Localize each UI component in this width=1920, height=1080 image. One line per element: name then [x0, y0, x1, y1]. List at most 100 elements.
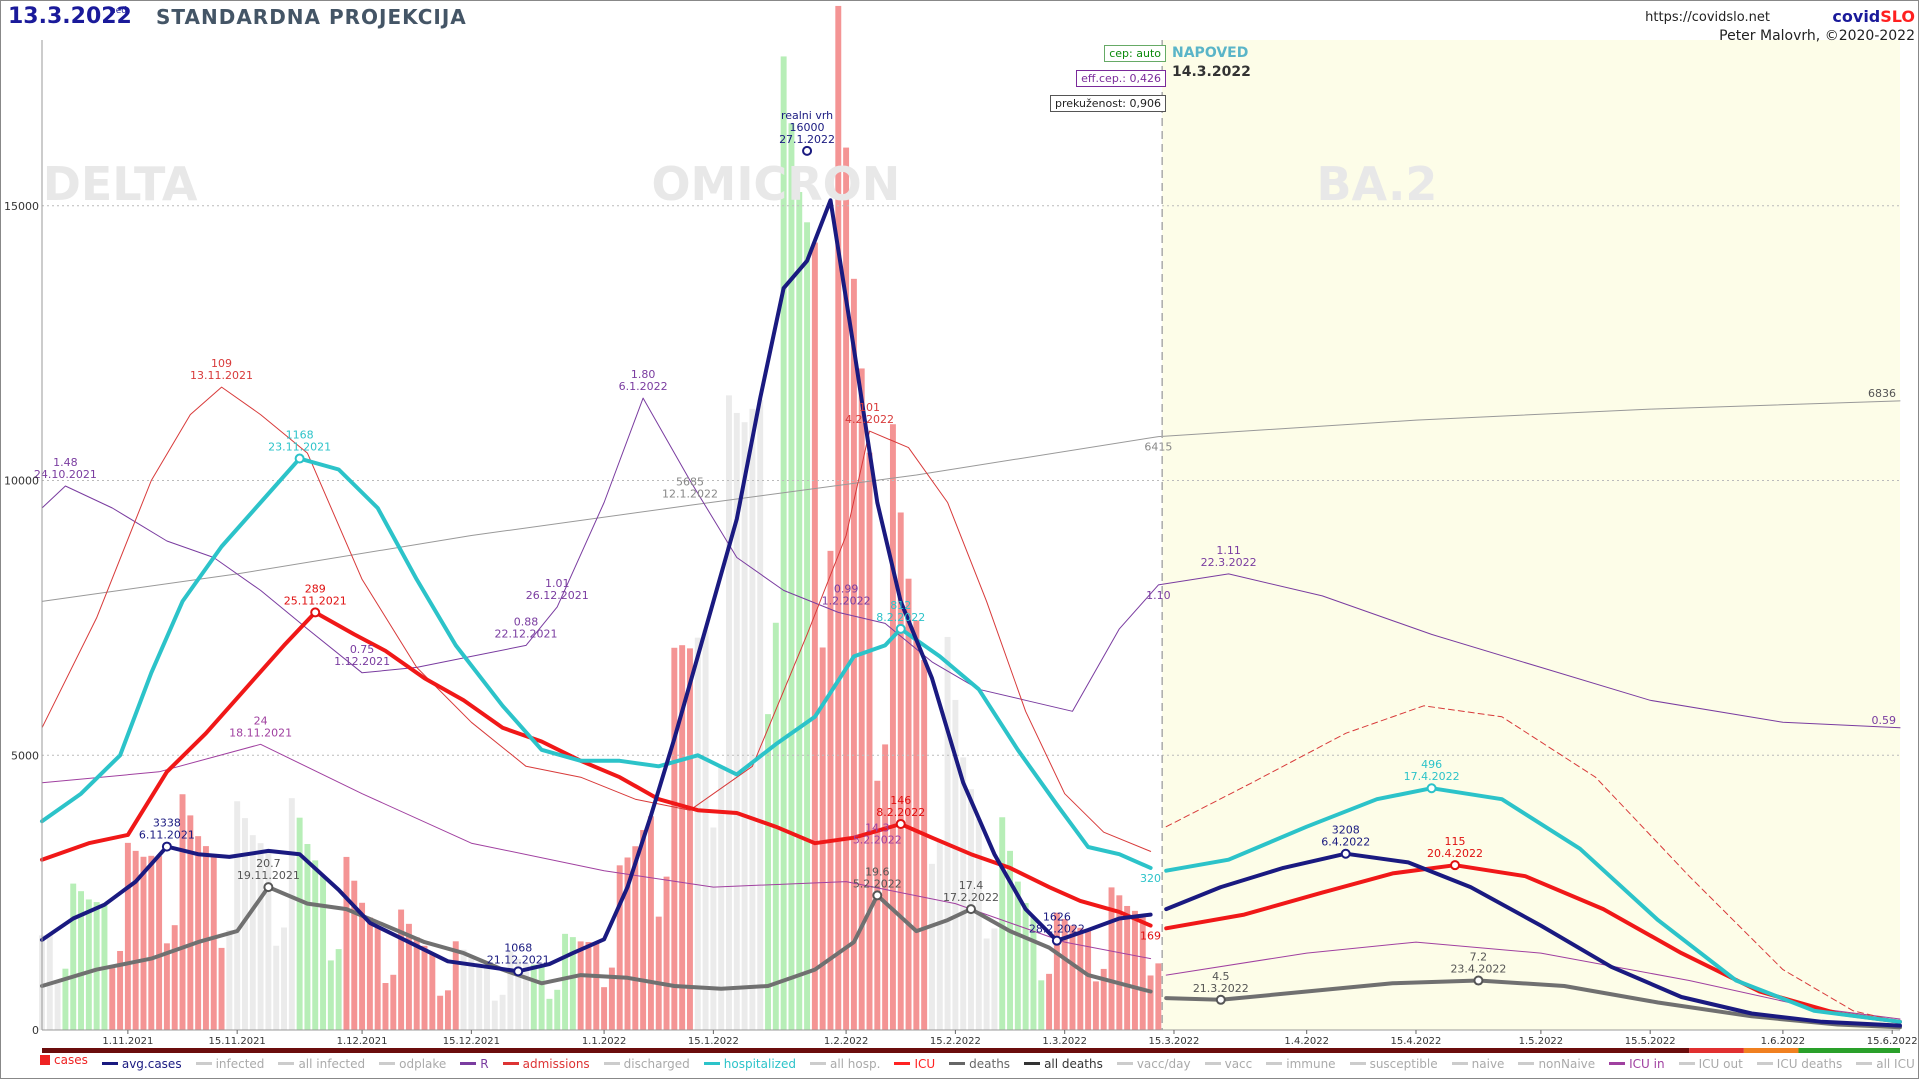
annotation-label: 8.2.2022: [876, 611, 925, 624]
legend-item-cases[interactable]: cases: [40, 1053, 88, 1067]
case-bar: [148, 855, 155, 1030]
annotation-label: 1.12.2021: [334, 655, 390, 668]
case-bar: [804, 222, 811, 1030]
variant-labels: DELTA OMICRON BA.2: [43, 157, 1438, 211]
case-bar: [1007, 850, 1014, 1030]
case-bar: [273, 945, 280, 1030]
annotation-label: 6.11.2021: [139, 829, 195, 842]
legend-label: admissions: [522, 1056, 590, 1071]
annotation-label: 17.4: [959, 879, 984, 892]
case-bar: [335, 949, 342, 1030]
legend-item-allicu[interactable]: all ICU: [1856, 1057, 1915, 1071]
legend-swatch: [278, 1062, 295, 1065]
x-tick-label: 15.1.2022: [688, 1036, 739, 1047]
legend-item-infected[interactable]: infected: [195, 1056, 265, 1071]
annotation-label: 1068: [504, 941, 532, 954]
case-bar: [647, 816, 654, 1030]
annotation-label: 4.2.2022: [845, 413, 894, 426]
annotation-label: 812: [890, 599, 911, 612]
case-bar: [265, 851, 272, 1030]
legend-swatch: [1349, 1062, 1366, 1065]
legend-item-avg[interactable]: avg.cases: [101, 1056, 182, 1071]
legend-label: ICU in: [1629, 1056, 1665, 1071]
annotation-label: 5685: [676, 475, 704, 488]
x-tick-label: 1.4.2022: [1284, 1036, 1329, 1047]
legend-label: vacc/day: [1136, 1056, 1191, 1071]
legend-item-nonnaive[interactable]: nonNaive: [1518, 1057, 1595, 1071]
site-url-link[interactable]: https://covidslo.net: [1645, 10, 1770, 25]
case-bar: [124, 842, 131, 1030]
case-bar: [655, 916, 662, 1030]
legend-item-deaths[interactable]: deaths: [949, 1057, 1010, 1071]
legend-label: naive: [1471, 1056, 1505, 1071]
case-bar: [905, 578, 912, 1030]
legend-item-vaccday[interactable]: vacc/day: [1116, 1056, 1191, 1071]
legend-swatch: [101, 1062, 118, 1065]
case-bar: [132, 850, 139, 1030]
legend-item-allhosp[interactable]: all hosp.: [809, 1057, 880, 1071]
annotation-marker: [513, 966, 524, 977]
legend-swatch: [894, 1062, 911, 1065]
case-bar: [1100, 968, 1107, 1030]
case-bar: [1077, 927, 1084, 1030]
case-bar: [796, 192, 803, 1030]
forecast-label: NAPOVED: [1172, 45, 1249, 61]
case-bar: [1131, 910, 1138, 1030]
case-bar: [640, 829, 647, 1030]
annotation-label: 6.4.2022: [1321, 836, 1370, 849]
case-bar: [398, 909, 405, 1030]
legend-item-hosp[interactable]: hospitalized: [703, 1057, 796, 1071]
legend-item-adm[interactable]: admissions: [502, 1056, 590, 1071]
legend-item-icuout[interactable]: ICU out: [1678, 1057, 1743, 1071]
legend-item-odplake[interactable]: odplake: [379, 1057, 446, 1071]
x-tick-label: 1.5.2022: [1519, 1036, 1564, 1047]
annotation-label: 1.10: [1146, 589, 1171, 602]
effective-vaccination-box: eff.cep.: 0,426: [1076, 70, 1166, 87]
case-bar: [281, 927, 287, 1030]
legend-item-R[interactable]: R: [460, 1057, 489, 1071]
x-tick-label: 15.11.2021: [209, 1036, 266, 1047]
legend-item-icuin[interactable]: ICU in: [1609, 1056, 1665, 1071]
forecast-date: 14.3.2022: [1172, 64, 1251, 80]
x-tick-label: 1.12.2021: [337, 1036, 388, 1047]
case-bar: [601, 987, 608, 1030]
legend-item-icudeaths[interactable]: ICU deaths: [1756, 1056, 1843, 1071]
case-bar: [54, 982, 61, 1030]
case-bar: [889, 424, 896, 1030]
annotation-label: 21.3.2022: [1193, 982, 1249, 995]
legend-label: avg.cases: [121, 1056, 182, 1071]
legend-item-dis[interactable]: discharged: [603, 1057, 690, 1071]
legend-item-vacc[interactable]: vacc: [1204, 1057, 1252, 1071]
case-bar: [1092, 981, 1099, 1030]
legend-item-susc[interactable]: susceptible: [1349, 1057, 1438, 1071]
annotation-marker: [294, 453, 305, 464]
legend-item-icu[interactable]: ICU: [894, 1057, 935, 1071]
legend-swatch: [603, 1062, 620, 1065]
annotation-label: 109: [211, 357, 232, 370]
annotation-marker: [895, 818, 906, 829]
x-tick-label: 15.4.2022: [1391, 1036, 1442, 1047]
case-bar: [726, 395, 732, 1030]
report-weekday: ned: [110, 6, 127, 16]
annotation-label: 8.2.2022: [876, 806, 925, 819]
legend-item-alldeaths[interactable]: all deaths: [1024, 1057, 1103, 1071]
x-tick-label: 1.1.2022: [582, 1036, 627, 1047]
legend-label: ICU deaths: [1776, 1056, 1843, 1071]
series-avg: [40, 198, 1153, 974]
legend-item-naive[interactable]: naive: [1451, 1056, 1505, 1071]
case-bar: [1108, 887, 1115, 1030]
report-date: 13.3.2022: [8, 4, 132, 29]
series-adm: [1165, 705, 1901, 1023]
case-bar: [429, 953, 436, 1030]
legend-item-immune[interactable]: immune: [1266, 1057, 1336, 1071]
legend-item-allinf[interactable]: all infected: [278, 1057, 365, 1071]
case-bar: [179, 794, 186, 1030]
case-bar: [499, 994, 506, 1030]
annotation-label: realni vrh: [781, 109, 833, 122]
annotation-label: 17.2.2022: [943, 891, 999, 904]
legend-label: infected: [215, 1056, 265, 1071]
case-bar: [1061, 918, 1068, 1030]
case-bar: [663, 876, 670, 1030]
case-bar: [702, 629, 709, 1030]
annotation-label: 20.4.2022: [1427, 847, 1483, 860]
